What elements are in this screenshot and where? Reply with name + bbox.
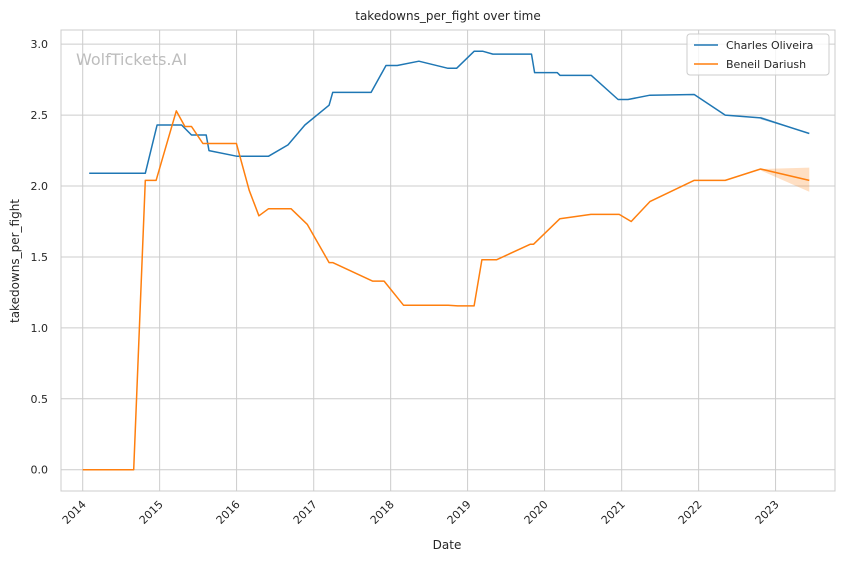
y-tick-label: 0.5 (31, 393, 49, 406)
x-tick-label: 2018 (368, 498, 397, 527)
x-tick-label: 2023 (753, 498, 782, 527)
y-tick-label: 2.5 (31, 109, 49, 122)
plot-area (61, 30, 835, 491)
y-tick-label: 1.0 (31, 322, 49, 335)
x-tick-label: 2016 (214, 498, 243, 527)
y-axis-label: takedowns_per_fight (8, 199, 22, 323)
watermark: WolfTickets.AI (76, 50, 187, 69)
x-tick-label: 2014 (60, 498, 89, 527)
grid (61, 30, 835, 491)
x-axis-label: Date (433, 538, 462, 552)
legend-box (686, 33, 830, 76)
chart-title: takedowns_per_fight over time (355, 9, 541, 23)
x-tick-label: 2015 (137, 498, 166, 527)
x-tick-label: 2019 (445, 498, 474, 527)
legend-label-beneil-dariush: Beneil Dariush (726, 58, 806, 71)
legend-label-charles-oliveira: Charles Oliveira (726, 39, 813, 52)
series-lines (82, 50, 810, 471)
confidence-band-beneil-dariush (760, 167, 810, 192)
y-tick-label: 2.0 (31, 180, 49, 193)
y-tick-label: 1.5 (31, 251, 49, 264)
x-tick-label: 2022 (676, 498, 705, 527)
plot-frame (60, 29, 836, 492)
y-tick-label: 3.0 (31, 38, 49, 51)
series-line-beneil-dariush (82, 110, 810, 471)
legend: Charles Oliveira Beneil Dariush (686, 33, 830, 76)
x-tick-label: 2021 (599, 498, 628, 527)
y-tick-label: 0.0 (31, 464, 49, 477)
x-tick-label: 2017 (291, 498, 320, 527)
x-tick-label: 2020 (522, 498, 551, 527)
